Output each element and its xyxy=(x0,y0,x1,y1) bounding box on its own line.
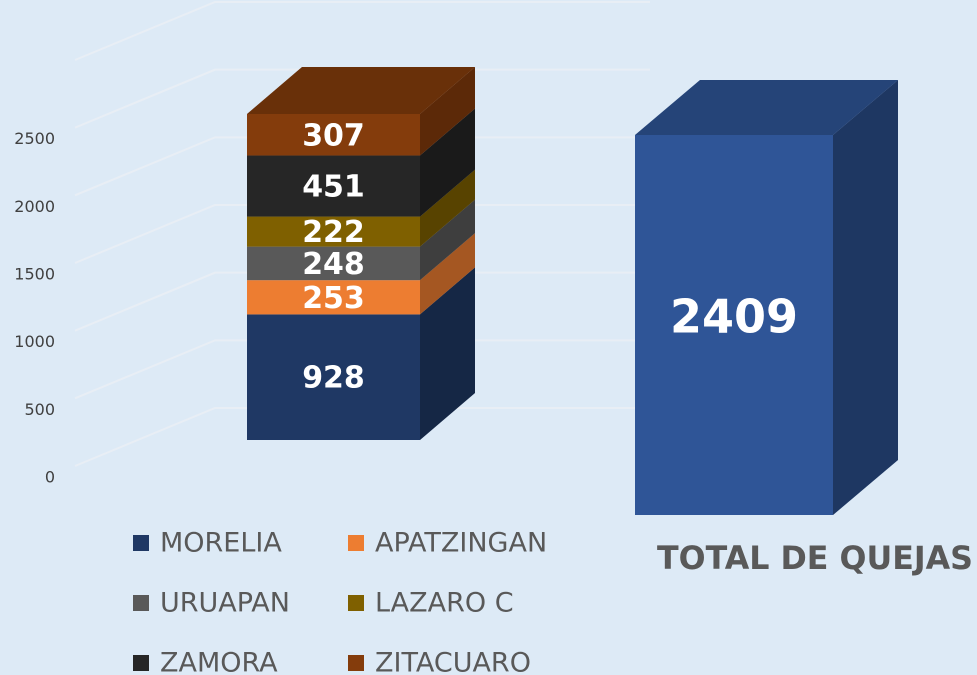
data-label: 248 xyxy=(302,247,365,282)
grid-line xyxy=(74,407,650,467)
bar-top xyxy=(247,66,475,114)
y-tick-label: 1500 xyxy=(14,265,55,284)
legend-swatch xyxy=(348,595,364,611)
bar-side xyxy=(420,267,475,440)
data-label: 253 xyxy=(302,281,365,316)
bar-side xyxy=(420,66,475,156)
legend-swatch xyxy=(133,595,149,611)
legend-label: ZAMORA xyxy=(160,648,278,675)
legend-label: LAZARO C xyxy=(375,588,514,619)
data-label: 307 xyxy=(302,118,365,153)
bar-side xyxy=(420,108,475,217)
bar-front xyxy=(635,135,833,515)
x-tick-label: TOTAL DE QUEJAS xyxy=(657,539,973,577)
grid-line xyxy=(74,271,650,332)
legend-swatch xyxy=(348,655,364,671)
grid-line xyxy=(74,1,650,61)
bar-side-shade xyxy=(420,169,475,247)
bar-side-shade xyxy=(420,66,475,156)
y-tick-label: 500 xyxy=(24,400,55,419)
bar-side xyxy=(420,233,475,315)
data-label: 222 xyxy=(302,215,365,250)
bar-side-shade xyxy=(420,199,475,281)
bar-top-shade xyxy=(247,66,475,114)
bar-side-shade xyxy=(420,108,475,217)
legend-swatch xyxy=(348,535,364,551)
bar-front xyxy=(247,314,420,440)
legend-label: MORELIA xyxy=(160,528,282,559)
bar-side-shade xyxy=(420,233,475,315)
y-tick-label: 2500 xyxy=(14,129,55,148)
legend-label: ZITACUARO xyxy=(375,648,531,675)
bar-front xyxy=(247,246,420,281)
bar-front xyxy=(247,155,420,217)
bar-side xyxy=(420,199,475,281)
grid-line xyxy=(74,68,650,129)
data-label: 2409 xyxy=(670,290,798,344)
legend-swatch xyxy=(133,655,149,671)
grid-line xyxy=(74,339,650,400)
bar-front xyxy=(247,216,420,247)
y-tick-label: 1000 xyxy=(14,332,55,351)
bar-side-shade xyxy=(420,267,475,440)
legend-label: APATZINGAN xyxy=(375,528,547,559)
y-tick-label: 2000 xyxy=(14,197,55,216)
y-tick-label: 0 xyxy=(45,468,55,487)
legend-swatch xyxy=(133,535,149,551)
grid-line xyxy=(74,204,650,264)
bar-top-shade xyxy=(635,80,898,135)
bar-top xyxy=(635,80,898,135)
data-label: 928 xyxy=(302,361,365,396)
legend-label: URUAPAN xyxy=(160,588,290,619)
bar-front xyxy=(247,113,420,156)
bar-side xyxy=(420,169,475,247)
bar-front xyxy=(247,280,420,315)
data-label: 451 xyxy=(302,170,365,205)
bar-side-shade xyxy=(833,80,898,515)
grid-line xyxy=(74,136,650,197)
bar-side xyxy=(833,80,898,515)
